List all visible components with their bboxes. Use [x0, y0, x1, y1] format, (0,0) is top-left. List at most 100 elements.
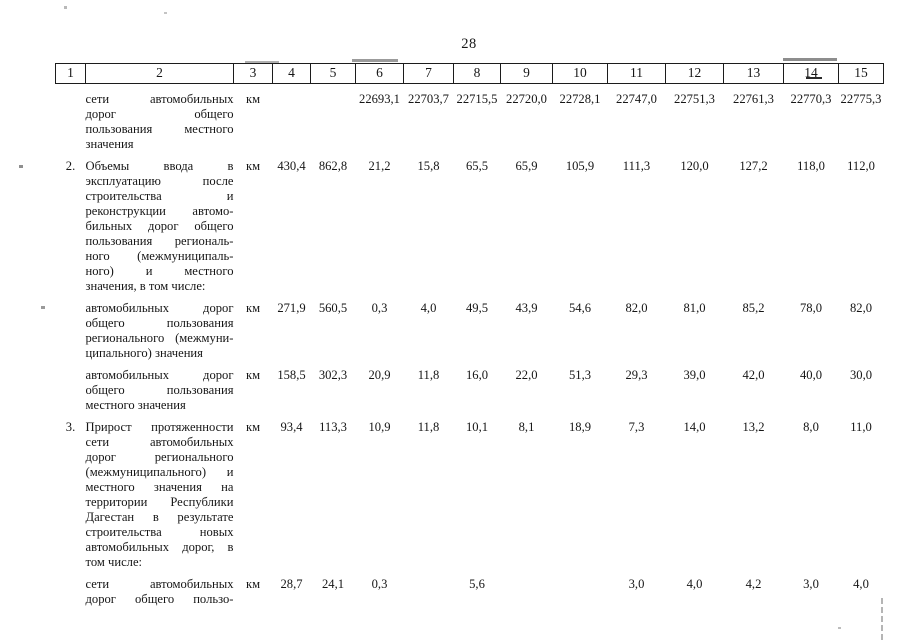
header-cell-2: 2 — [85, 63, 234, 84]
indicator-name-line: территории Республики — [85, 495, 234, 509]
header-cell-1: 1 — [55, 63, 86, 84]
scan-smudge — [352, 59, 398, 62]
value-cell-col-8: 22715,5 — [456, 92, 498, 106]
value-cell-col-13: 127,2 — [739, 159, 768, 173]
row-number-cell — [56, 84, 86, 153]
scan-speck — [41, 306, 45, 309]
indicator-name-line: пользования местного — [85, 122, 234, 136]
value-cell-col-13: 4,2 — [745, 577, 762, 591]
scan-speck — [838, 627, 841, 629]
value-cell-col-4: 158,5 — [277, 368, 306, 382]
value-cell-col-8: 10,1 — [465, 420, 489, 434]
header-cell-12: 12 — [665, 63, 724, 84]
scan-speck — [19, 165, 23, 168]
value-cell-col-15: 4,0 — [853, 577, 869, 591]
value-cell-col-13: 85,2 — [742, 301, 765, 315]
value-cell-col-9: 8,1 — [518, 420, 535, 434]
value-cell-col-10: 51,3 — [568, 368, 592, 382]
value-cell-col-14: 78,0 — [799, 301, 823, 315]
indicator-name-line: ципального) значения — [85, 346, 203, 360]
indicator-name-line: (межмуниципального) и — [85, 465, 234, 479]
value-cell-col-5: 560,5 — [318, 301, 348, 315]
indicator-name-line: сети автомобильных — [85, 577, 234, 591]
header-cell-6: 6 — [355, 63, 404, 84]
value-cell-col-13: 22761,3 — [733, 92, 774, 106]
value-cell-col-7 — [404, 570, 454, 607]
header-cell-5: 5 — [310, 63, 356, 84]
value-cell-col-13: 42,0 — [742, 368, 765, 382]
indicator-name-line: автомобильных дорог, в — [85, 540, 234, 554]
header-cell-11: 11 — [607, 63, 666, 84]
table-row: сети автомобильных дорог общего пользо-км… — [56, 570, 884, 607]
row-number-cell: 2. — [65, 159, 76, 173]
value-cell-col-11: 29,3 — [625, 368, 648, 382]
value-cell-col-9: 22720,0 — [506, 92, 547, 106]
value-cell-col-6: 10,9 — [368, 420, 391, 434]
indicator-name-line: реконструкции автомо- — [85, 204, 234, 218]
header-cell-13: 13 — [723, 63, 784, 84]
header-cell-7: 7 — [403, 63, 454, 84]
value-cell-col-15: 82,0 — [849, 301, 873, 315]
value-cell-col-13: 13,2 — [742, 420, 765, 434]
indicators-table: 1 2 3 4 5 6 7 8 9 10 11 12 13 14 15 сети автомобильных… — [55, 63, 884, 607]
value-cell-col-7: 4,0 — [420, 301, 437, 315]
value-cell-col-6: 0,3 — [371, 301, 388, 315]
value-cell-col-15: 11,0 — [850, 420, 872, 434]
indicator-name-line: автомобильных дорог — [85, 301, 234, 315]
unit-cell: км — [245, 577, 261, 591]
value-cell-col-7: 11,8 — [417, 368, 440, 382]
table-row: сети автомобильных дорог общего пользовани… — [56, 84, 884, 153]
indicator-name-cell: Объемы ввода в эксплуатацию после строител… — [86, 152, 234, 294]
value-cell-col-11: 111,3 — [622, 159, 651, 173]
value-cell-col-10 — [553, 570, 608, 607]
value-cell-col-8: 16,0 — [465, 368, 489, 382]
value-cell-col-15: 22775,3 — [840, 92, 882, 106]
indicator-name-line: эксплуатацию после — [85, 174, 234, 188]
value-cell-col-7: 22703,7 — [408, 92, 449, 106]
header-cell-9: 9 — [500, 63, 553, 84]
unit-cell: км — [245, 420, 261, 434]
value-cell-col-10: 18,9 — [568, 420, 592, 434]
header-cell-3: 3 — [233, 63, 273, 84]
value-cell-col-9 — [501, 570, 553, 607]
indicator-name-line: пользования региональ- — [85, 234, 234, 248]
value-cell-col-14: 3,0 — [803, 577, 819, 591]
indicator-name-line: местного значения — [85, 398, 186, 412]
value-cell-col-5: 24,1 — [321, 577, 345, 591]
indicator-name-line: сети автомобильных — [85, 435, 234, 449]
value-cell-col-6: 21,2 — [368, 159, 391, 173]
unit-cell: км — [245, 159, 261, 173]
indicator-name-line: ного) и местного — [85, 264, 234, 278]
value-cell-col-7: 15,8 — [417, 159, 440, 173]
value-cell-col-15: 112,0 — [847, 159, 875, 173]
value-cell-col-4: 28,7 — [280, 577, 303, 591]
page-number: 28 — [461, 36, 477, 52]
value-cell-col-4: 271,9 — [277, 301, 306, 315]
value-cell-col-11: 22747,0 — [616, 92, 657, 106]
table-row: 3. Прирост протяженности сети автомобильны… — [56, 413, 884, 570]
value-cell-col-12: 14,0 — [683, 420, 706, 434]
value-cell-col-10: 105,9 — [565, 159, 595, 173]
indicator-name-line: строительства и — [85, 189, 234, 203]
value-cell-col-4: 430,4 — [277, 159, 306, 173]
value-cell-col-9: 22,0 — [515, 368, 538, 382]
table-body: сети автомобильных дорог общего пользовани… — [56, 84, 884, 608]
indicator-name-line: общего пользования — [85, 383, 234, 397]
indicator-name-line: дорог общего — [85, 107, 234, 121]
indicator-name-line: автомобильных дорог — [85, 368, 234, 382]
unit-cell: км — [245, 368, 261, 382]
value-cell-col-12: 4,0 — [686, 577, 703, 591]
indicator-name-cell: автомобильных дорог общего пользования мес… — [86, 361, 234, 413]
indicator-name-line: значения, в том числе: — [85, 279, 206, 293]
scan-speck — [164, 12, 167, 14]
value-cell-col-12: 120,0 — [680, 159, 709, 173]
value-cell-col-14: 22770,3 — [790, 92, 832, 106]
indicator-name-line: общего пользования — [85, 316, 234, 330]
value-cell-col-12: 81,0 — [683, 301, 706, 315]
value-cell-col-10: 54,6 — [568, 301, 592, 315]
row-number-cell — [56, 361, 86, 413]
value-cell-col-6: 20,9 — [368, 368, 391, 382]
indicator-name-line: сети автомобильных — [85, 92, 234, 106]
value-cell-col-4 — [273, 84, 311, 153]
value-cell-col-14: 40,0 — [799, 368, 823, 382]
